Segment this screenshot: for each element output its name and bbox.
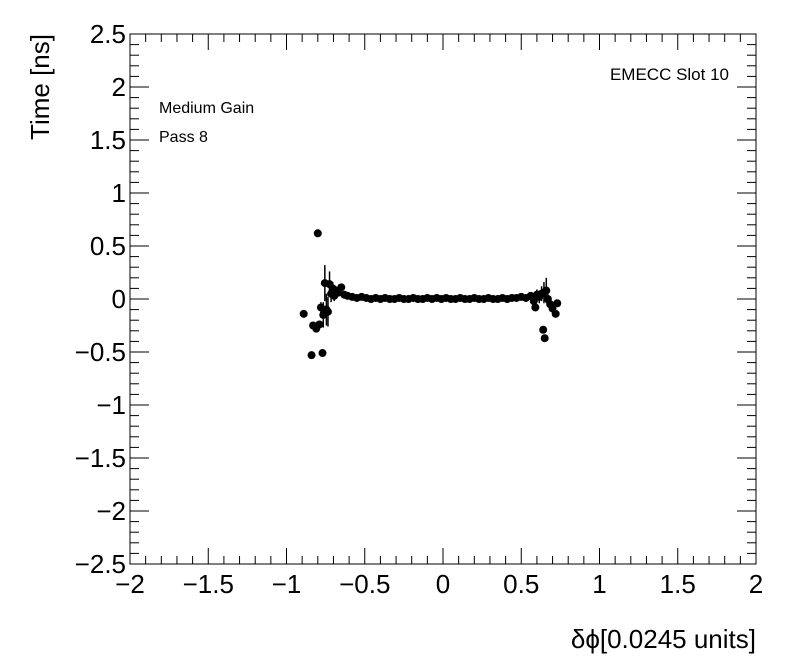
- data-marker: [299, 309, 308, 318]
- x-tick-label: 2: [749, 569, 763, 599]
- data-point: [539, 325, 548, 334]
- data-marker: [313, 229, 322, 238]
- x-tick-label: 1.5: [660, 569, 696, 599]
- x-axis-label: δϕ[0.0245 units]: [571, 624, 756, 654]
- data-marker: [307, 351, 316, 360]
- y-tick-label: −2: [96, 496, 126, 526]
- data-marker: [323, 307, 332, 316]
- data-marker: [531, 303, 540, 312]
- axis-ticks: [129, 33, 757, 565]
- y-tick-label: −2.5: [75, 549, 126, 579]
- data-marker: [529, 297, 538, 306]
- y-tick-label: 1: [112, 178, 126, 208]
- y-tick-label: −1.5: [75, 443, 126, 473]
- data-point: [323, 296, 332, 327]
- data-marker: [318, 349, 327, 358]
- y-tick-label: −0.5: [75, 337, 126, 367]
- y-tick-label: 2: [112, 72, 126, 102]
- data-marker: [553, 299, 562, 308]
- y-tick-label: 0: [112, 284, 126, 314]
- data-point: [540, 334, 549, 343]
- x-tick-label: 1: [592, 569, 606, 599]
- x-tick-label: −0.5: [339, 569, 390, 599]
- data-point: [313, 229, 322, 238]
- data-points: [299, 229, 562, 360]
- data-point: [337, 283, 346, 292]
- annotation-medium-gain: Medium Gain: [159, 100, 254, 117]
- x-tick-label: −1.5: [183, 569, 234, 599]
- data-point: [307, 351, 316, 360]
- data-marker: [540, 334, 549, 343]
- annotation-pass: Pass 8: [159, 129, 208, 146]
- data-point: [553, 299, 562, 308]
- data-marker: [539, 325, 548, 334]
- data-point: [318, 349, 327, 358]
- y-tick-label: −1: [96, 390, 126, 420]
- y-tick-label: 2.5: [90, 19, 126, 49]
- data-point: [551, 309, 560, 318]
- data-point: [299, 309, 308, 318]
- data-marker: [315, 320, 324, 329]
- axis-tick-labels: −2 −1.5 −1 −0.5 0 0.5 1 1.5 2−2.5−2−1.5−1−0.500.…: [75, 19, 764, 599]
- x-tick-label: 0.5: [503, 569, 539, 599]
- data-marker: [337, 283, 346, 292]
- data-point: [315, 320, 324, 329]
- data-marker: [551, 309, 560, 318]
- annotation-slot: EMECC Slot 10: [610, 65, 729, 84]
- x-tick-label: −2: [115, 569, 145, 599]
- y-tick-label: 0.5: [90, 231, 126, 261]
- data-point: [531, 303, 540, 312]
- y-tick-label: 1.5: [90, 125, 126, 155]
- data-marker: [542, 286, 551, 295]
- y-axis-label: Time [ns]: [25, 34, 55, 140]
- x-tick-label: 0: [436, 569, 450, 599]
- x-tick-label: −1: [272, 569, 302, 599]
